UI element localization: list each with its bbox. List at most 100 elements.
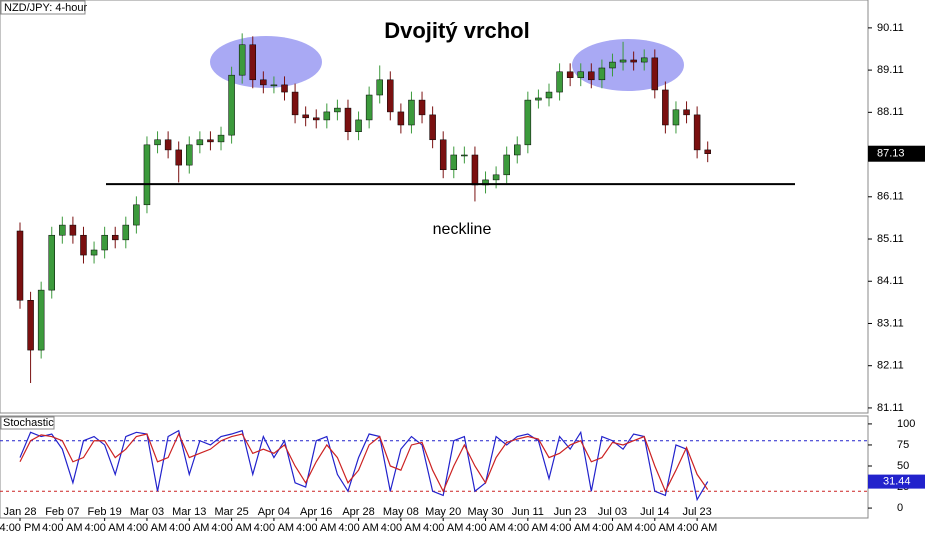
candle-body	[48, 234, 55, 291]
candle-body	[683, 109, 690, 116]
candle-body	[291, 91, 299, 116]
candle-body	[154, 139, 161, 146]
candle-body	[365, 94, 373, 121]
candle-body	[207, 139, 214, 143]
chart-title: Dvojitý vrchol	[384, 18, 529, 43]
x-time-label: 4:00 AM	[677, 522, 717, 534]
y-tick-label: 81.11	[877, 402, 904, 414]
candle-body	[545, 91, 553, 99]
candle-body	[228, 74, 235, 136]
stochastic-line	[19, 429, 709, 502]
current-price-box	[868, 145, 925, 162]
candle-body	[461, 154, 468, 157]
candle-body	[566, 71, 574, 78]
y-tick-label: 85.11	[877, 233, 904, 245]
candle-body	[238, 44, 246, 76]
x-time-label: 4:00 AM	[635, 522, 675, 534]
candle-body	[217, 134, 225, 143]
current-price-label: 87.13	[877, 148, 905, 160]
candle-body	[704, 149, 711, 154]
x-time-label: 4:00 AM	[423, 522, 463, 534]
candle-body	[429, 114, 436, 141]
candle-body	[630, 59, 637, 63]
candle-body	[609, 61, 616, 69]
x-tick-label: Jul 23	[682, 506, 711, 518]
x-tick-label: Jun 23	[554, 506, 587, 518]
candle-body	[175, 149, 182, 166]
candle-body	[143, 144, 151, 206]
x-tick-label: Mar 13	[172, 506, 206, 518]
candle-body	[334, 107, 341, 113]
x-time-label: 4:00 AM	[592, 522, 632, 534]
y-tick-label: 82.11	[877, 360, 904, 372]
candle-body	[556, 71, 563, 93]
y-tick-label: 50	[897, 460, 909, 472]
top-highlight	[572, 39, 684, 91]
x-tick-label: Apr 04	[258, 506, 290, 518]
candle-body	[312, 117, 320, 121]
candle-body	[90, 249, 98, 256]
x-time-label: 4:00 AM	[84, 522, 124, 534]
symbol-box	[0, 0, 86, 15]
symbol-label: NZD/JPY: 4-hour	[4, 2, 87, 14]
candle-body	[450, 154, 458, 171]
candle-body	[69, 224, 77, 236]
x-tick-label: Mar 03	[130, 506, 164, 518]
candle-body	[439, 139, 447, 171]
x-tick-label: Jun 11	[512, 506, 544, 518]
candle-body	[693, 114, 701, 151]
candle-body	[80, 234, 87, 256]
candle-body	[260, 79, 267, 86]
candle-body	[59, 224, 66, 236]
x-time-label: 4:00 AM	[338, 522, 378, 534]
x-time-label: 4:00 AM	[296, 522, 336, 534]
x-tick-label: May 20	[425, 506, 461, 518]
y-tick-label: 86.11	[877, 191, 904, 203]
candle-body	[270, 84, 278, 87]
current-value-label: 31.44	[883, 476, 911, 488]
annotation: neckline	[433, 221, 492, 238]
x-tick-label: Apr 28	[342, 506, 374, 518]
x-tick-label: Apr 16	[300, 506, 332, 518]
y-tick-label: 84.11	[877, 275, 904, 287]
candle-body	[514, 144, 521, 156]
y-tick-label: 89.11	[877, 64, 904, 76]
y-tick-label: 0	[897, 502, 903, 514]
y-tick-label: 100	[897, 418, 915, 430]
candle-body	[111, 234, 119, 241]
candle-body	[376, 79, 383, 96]
candle-body	[672, 109, 680, 126]
candle-body	[662, 89, 669, 126]
candle-body	[471, 154, 479, 186]
candle-body	[302, 114, 309, 119]
candle-body	[101, 234, 108, 251]
x-time-label: 4:00 AM	[127, 522, 167, 534]
x-tick-label: Mar 25	[214, 506, 248, 518]
stochastic-line	[19, 432, 709, 493]
candle-body	[492, 174, 500, 181]
current-value-box	[868, 474, 925, 489]
candle-body	[577, 71, 584, 78]
x-time-label: 4:00 AM	[508, 522, 548, 534]
candle-body	[323, 111, 331, 121]
x-time-label: 4:00 AM	[169, 522, 209, 534]
y-tick-label: 83.11	[877, 317, 904, 329]
x-tick-label: May 08	[383, 506, 419, 518]
y-tick-label: 88.11	[877, 106, 904, 118]
candle-body	[355, 119, 362, 133]
candle-body	[186, 144, 193, 166]
candle-body	[588, 71, 595, 81]
stochastic-panel	[0, 415, 869, 519]
x-tick-label: Jul 03	[598, 506, 627, 518]
candle-body	[640, 57, 648, 63]
x-tick-label: Feb 07	[45, 506, 79, 518]
y-tick-label: 90.11	[877, 22, 904, 34]
x-time-label: 4:00 AM	[211, 522, 251, 534]
candle-body	[37, 289, 45, 351]
candle-body	[16, 230, 24, 301]
candle-body	[619, 59, 627, 63]
candle-body	[344, 107, 352, 133]
indicator-box	[0, 416, 55, 430]
candle-body	[598, 67, 606, 81]
